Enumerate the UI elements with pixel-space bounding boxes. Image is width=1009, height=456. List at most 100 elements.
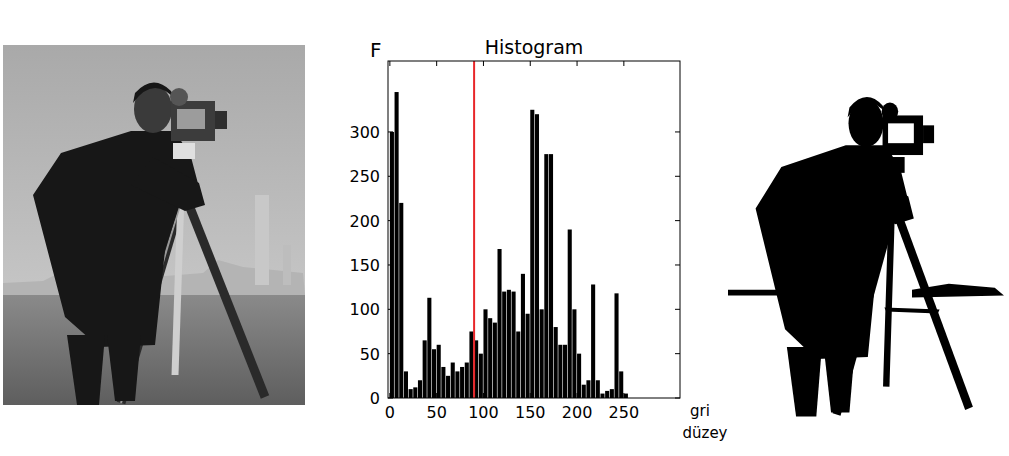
bar xyxy=(540,309,544,398)
y-tick xyxy=(388,353,393,354)
thresholded-image xyxy=(728,60,1006,416)
x-tick xyxy=(623,61,624,66)
bar xyxy=(498,249,502,398)
bar xyxy=(526,314,530,398)
x-tick-label: 150 xyxy=(515,403,546,422)
y-tick xyxy=(675,309,680,310)
plot-background xyxy=(388,61,680,398)
original-image xyxy=(3,45,305,405)
sky xyxy=(3,45,305,405)
tripod-leg xyxy=(185,195,265,397)
x-tick-label: 100 xyxy=(468,403,499,422)
x-tick xyxy=(483,393,484,398)
bar xyxy=(483,309,487,398)
camera-detail xyxy=(888,123,914,143)
y-axis-title: F xyxy=(370,38,382,62)
bar xyxy=(605,391,609,398)
reel xyxy=(882,103,899,121)
background xyxy=(728,60,1006,416)
bar xyxy=(586,380,590,398)
x-tick xyxy=(483,61,484,66)
y-tick-label: 50 xyxy=(360,345,380,364)
y-tick-label: 150 xyxy=(349,256,380,275)
x-tick xyxy=(436,393,437,398)
bar xyxy=(451,363,455,398)
reel xyxy=(170,88,188,106)
tripod-column xyxy=(886,209,892,387)
bar xyxy=(619,371,623,398)
x-tick xyxy=(389,61,390,66)
y-tick-label: 300 xyxy=(349,123,380,142)
bar xyxy=(516,331,520,398)
bar xyxy=(423,340,427,398)
leg xyxy=(67,335,105,405)
bar xyxy=(479,354,483,398)
tower xyxy=(255,195,269,285)
bar xyxy=(469,331,473,398)
x-tick xyxy=(436,61,437,66)
bar xyxy=(512,292,516,398)
bar xyxy=(610,389,614,398)
x-tick xyxy=(577,61,578,66)
bar xyxy=(446,376,450,398)
bar xyxy=(577,354,581,398)
bar xyxy=(460,367,464,398)
chart-title: Histogram xyxy=(485,36,584,58)
tripod-leg xyxy=(895,209,969,409)
x-tick xyxy=(389,393,390,398)
y-tick xyxy=(675,264,680,265)
bar xyxy=(427,298,431,398)
bar xyxy=(465,363,469,398)
bar xyxy=(582,385,586,398)
y-tick xyxy=(675,220,680,221)
leg xyxy=(824,347,855,412)
bar xyxy=(521,274,525,398)
bar xyxy=(395,92,399,398)
tripod-head xyxy=(173,143,195,159)
bar xyxy=(596,380,600,398)
leg xyxy=(107,335,141,401)
plot-frame xyxy=(388,61,680,398)
bar xyxy=(530,110,534,398)
x-tick-label: 250 xyxy=(609,403,640,422)
figure: 050100150200250050100150200250300Histogr… xyxy=(0,0,1009,456)
hair xyxy=(848,97,887,117)
arm xyxy=(131,157,205,211)
lens xyxy=(923,125,934,143)
bar xyxy=(624,394,628,398)
bar xyxy=(502,292,506,398)
bar xyxy=(563,345,567,398)
y-tick xyxy=(388,264,393,265)
bar xyxy=(399,203,403,398)
y-tick-label: 200 xyxy=(349,212,380,231)
x-tick xyxy=(530,393,531,398)
coat xyxy=(756,145,911,359)
bar xyxy=(437,345,441,398)
bar xyxy=(488,318,492,398)
leg xyxy=(787,347,822,416)
y-tick xyxy=(675,398,680,399)
bar xyxy=(558,345,562,398)
bar xyxy=(432,349,436,398)
y-tick-label: 250 xyxy=(349,167,380,186)
x-axis-title-line: düzey xyxy=(682,424,727,442)
x-tick xyxy=(530,61,531,66)
y-tick-label: 100 xyxy=(349,300,380,319)
y-tick xyxy=(388,309,393,310)
y-tick xyxy=(388,220,393,221)
coat xyxy=(33,131,201,347)
bar xyxy=(591,284,595,398)
bar xyxy=(614,293,618,398)
x-axis-title: gridüzey xyxy=(682,402,727,442)
y-tick xyxy=(675,176,680,177)
camera xyxy=(171,101,215,141)
tower xyxy=(283,245,291,285)
x-tick xyxy=(577,393,578,398)
y-tick xyxy=(388,176,393,177)
bar xyxy=(568,230,572,399)
bar xyxy=(404,371,408,398)
bar xyxy=(535,114,539,398)
arm xyxy=(846,171,914,224)
bar xyxy=(409,389,413,398)
hair xyxy=(133,82,175,103)
